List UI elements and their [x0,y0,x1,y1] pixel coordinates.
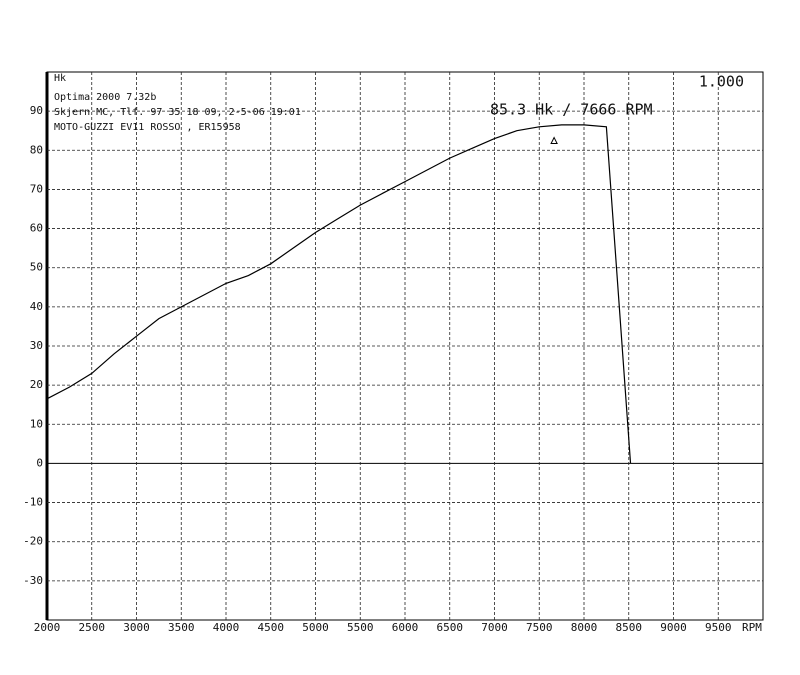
y-tick-label: -10 [23,496,43,509]
y-tick-label: 40 [30,300,43,313]
x-tick-label: 6000 [392,621,419,634]
x-tick-label: 8500 [616,621,643,634]
x-tick-label: 5000 [302,621,329,634]
y-tick-label: 50 [30,261,43,274]
y-tick-label: 90 [30,104,43,117]
x-tick-label: 6500 [437,621,464,634]
header-line: MOTO-GUZZI EV11 ROSSO , ER15958 [54,122,241,133]
peak-label: 85.3 Hk / 7666 RPM [490,101,653,119]
y-tick-label: 10 [30,417,43,430]
x-tick-label: 3000 [123,621,150,634]
y-tick-label: 60 [30,222,43,235]
x-tick-label: 7000 [481,621,508,634]
x-tick-label: 9500 [705,621,732,634]
x-axis-label: RPM [742,621,762,634]
y-tick-label: 30 [30,339,43,352]
x-tick-label: 4500 [258,621,285,634]
header-line: Optima 2000 7.32b [54,92,156,103]
y-axis-label: Hk [54,73,66,84]
scale-label: 1.000 [699,73,744,91]
x-tick-label: 9000 [660,621,687,634]
y-tick-label: 0 [36,456,43,469]
power-curve [46,124,632,464]
header-line: Skjern MC, Tlf. 97 35 18 09, 2-5-06 19:0… [54,107,301,118]
x-tick-label: 4000 [213,621,240,634]
y-tick-label: 20 [30,378,43,391]
x-tick-label: 5500 [347,621,374,634]
x-tick-label: 2000 [34,621,61,634]
peak-marker [550,136,558,145]
y-tick-label: -30 [23,574,43,587]
x-tick-label: 8000 [571,621,598,634]
y-tick-label: 80 [30,143,43,156]
x-tick-label: 2500 [79,621,106,634]
y-tick-label: 70 [30,182,43,195]
x-tick-label: 7500 [526,621,553,634]
x-tick-label: 3500 [168,621,195,634]
y-tick-label: -20 [23,535,43,548]
